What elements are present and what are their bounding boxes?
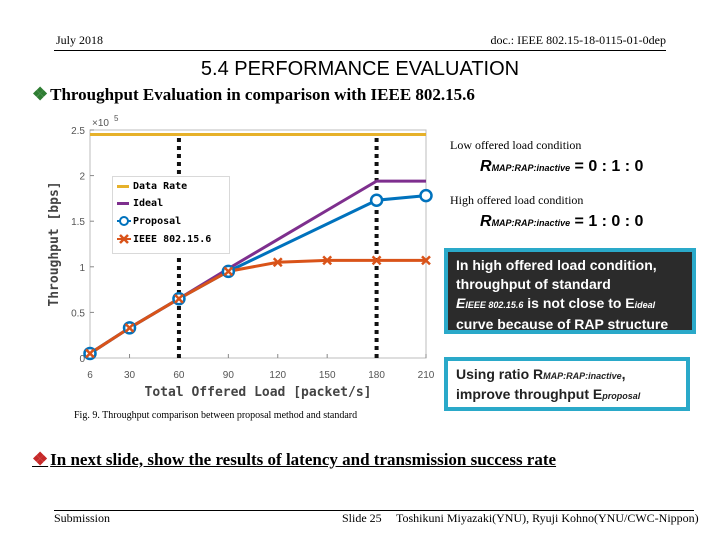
note1-line2: throughput of standard xyxy=(456,276,611,292)
y-tick-label: 1 xyxy=(79,263,85,274)
y-tick-label: 0 xyxy=(79,354,85,365)
formula-subscript: MAP:RAP:inactive xyxy=(491,218,571,228)
slide-title: 5.4 PERFORMANCE EVALUATION xyxy=(200,58,520,80)
callout-ratio-note: Using ratio RMAP:RAP:inactive, improve t… xyxy=(444,357,690,411)
callout-standard-note: In high offered load condition, throughp… xyxy=(444,248,696,334)
legend-label: Proposal xyxy=(133,215,182,227)
x-tick-label: 210 xyxy=(418,370,435,381)
legend-item-ideal: Ideal xyxy=(117,198,163,209)
ieee-point xyxy=(421,255,431,266)
diamond-bullet-icon: ❖ xyxy=(32,84,49,104)
x-axis-label: Total Offered Load [packet/s] xyxy=(145,385,372,400)
series-line-ieee-802-15-6 xyxy=(89,258,426,355)
ieee-point xyxy=(223,266,234,277)
note2-line2: improve throughput Eproposal xyxy=(456,386,640,402)
note1-text: is not close to E xyxy=(523,295,635,311)
legend-item-ieee: IEEE 802.15.6 xyxy=(117,233,211,245)
ieee-point xyxy=(371,255,382,266)
footer-slide-number: Slide 25 xyxy=(342,511,382,525)
x-tick-label: 180 xyxy=(368,370,385,381)
legend-label: IEEE 802.15.6 xyxy=(133,233,212,245)
ieee-point xyxy=(85,348,95,359)
x-tick-label: 90 xyxy=(223,370,235,381)
note1-line1: In high offered load condition, xyxy=(456,257,657,273)
y-multiplier-label: ×10 xyxy=(92,118,109,129)
footer-rule xyxy=(54,510,694,511)
callout-low-load-formula: RMAP:RAP:inactive = 0 : 1 : 0 xyxy=(480,158,643,176)
y-tick-label: 2.5 xyxy=(71,126,85,137)
note2-text: improve throughput E xyxy=(456,386,603,402)
formula-value: = 0 : 1 : 0 xyxy=(570,158,644,175)
callout-high-load-formula: RMAP:RAP:inactive = 1 : 0 : 0 xyxy=(480,213,643,231)
legend-item-proposal: Proposal xyxy=(117,215,181,227)
y-multiplier-exponent: 5 xyxy=(114,114,119,123)
figure-caption: Fig. 9. Throughput comparison between pr… xyxy=(74,410,358,421)
bullet-text: Throughput Evaluation in comparison with… xyxy=(50,84,475,104)
bullet-next-slide: ❖ In next slide, show the results of lat… xyxy=(32,449,556,470)
note2-subscript: MAP:RAP:inactive xyxy=(543,371,622,381)
callout-high-load: High offered load condition RMAP:RAP:ina… xyxy=(440,183,692,237)
note2-line1: Using ratio RMAP:RAP:inactive, xyxy=(456,366,626,382)
legend-swatch-ideal xyxy=(117,202,129,205)
x-tick-label: 60 xyxy=(173,370,185,381)
ieee-point xyxy=(272,257,283,268)
bullet-text: In next slide, show the results of laten… xyxy=(50,449,557,469)
legend-circle-marker-icon xyxy=(117,216,131,226)
plot-frame xyxy=(89,129,427,359)
legend-swatch-data-rate xyxy=(117,185,129,188)
note2-text: Using ratio R xyxy=(456,366,544,382)
note1-symbol-e: E xyxy=(456,295,466,311)
callout-high-load-title: High offered load condition xyxy=(450,193,584,207)
note1-subscript-ideal: ideal xyxy=(634,300,656,310)
y-tick-label: 1.5 xyxy=(71,217,85,228)
diamond-bullet-icon: ❖ xyxy=(32,449,49,469)
bullet-throughput: ❖ Throughput Evaluation in comparison wi… xyxy=(32,84,475,105)
y-tick-label: 2 xyxy=(79,172,85,183)
note1-subscript-standard: IEEE 802.15.6 xyxy=(465,300,524,310)
header-doc-id: doc.: IEEE 802.15-18-0115-01-0dep xyxy=(490,33,666,47)
x-tick-label: 150 xyxy=(319,370,336,381)
y-axis-label: Throughput [bps] xyxy=(47,181,62,306)
footer-authors: Toshikuni Miyazaki(YNU), Ryuji Kohno(YNU… xyxy=(396,511,699,525)
throughput-chart: 0 0.5 1 1.5 2 2.5 ×10 5 6 30 60 90 120 150 180 210 Total… xyxy=(47,114,435,400)
x-tick-label: 120 xyxy=(269,370,286,381)
note1-line4: curve because of RAP structure xyxy=(456,316,669,332)
legend-label: Data Rate xyxy=(133,181,188,192)
y-tick-label: 0.5 xyxy=(71,308,85,319)
formula-symbol: R xyxy=(480,213,492,230)
proposal-point xyxy=(369,193,384,207)
ieee-point xyxy=(124,323,135,333)
x-tick-label: 6 xyxy=(87,370,93,381)
formula-symbol: R xyxy=(480,158,492,175)
header-date: July 2018 xyxy=(56,33,104,47)
note2-comma: , xyxy=(621,366,626,382)
ieee-point xyxy=(322,255,333,266)
footer-submission: Submission xyxy=(54,511,111,525)
formula-value: = 1 : 0 : 0 xyxy=(570,213,644,230)
legend-item-data-rate: Data Rate xyxy=(117,181,187,192)
callout-low-load-title: Low offered load condition xyxy=(450,138,582,152)
header-rule xyxy=(54,50,666,51)
legend-label: Ideal xyxy=(133,198,164,209)
note1-line3: EIEEE 802.15.6 is not close to Eideal xyxy=(456,294,684,315)
legend-x-marker-icon xyxy=(117,234,131,244)
formula-subscript: MAP:RAP:inactive xyxy=(491,163,571,173)
x-tick-label: 30 xyxy=(124,370,136,381)
callout-low-load: Low offered load condition RMAP:RAP:inac… xyxy=(440,128,692,182)
proposal-point xyxy=(419,188,433,203)
note2-subscript: proposal xyxy=(602,391,641,401)
chart-legend: Data Rate Ideal Proposal IEEE 802.15.6 xyxy=(112,176,230,254)
ieee-point xyxy=(174,293,184,304)
